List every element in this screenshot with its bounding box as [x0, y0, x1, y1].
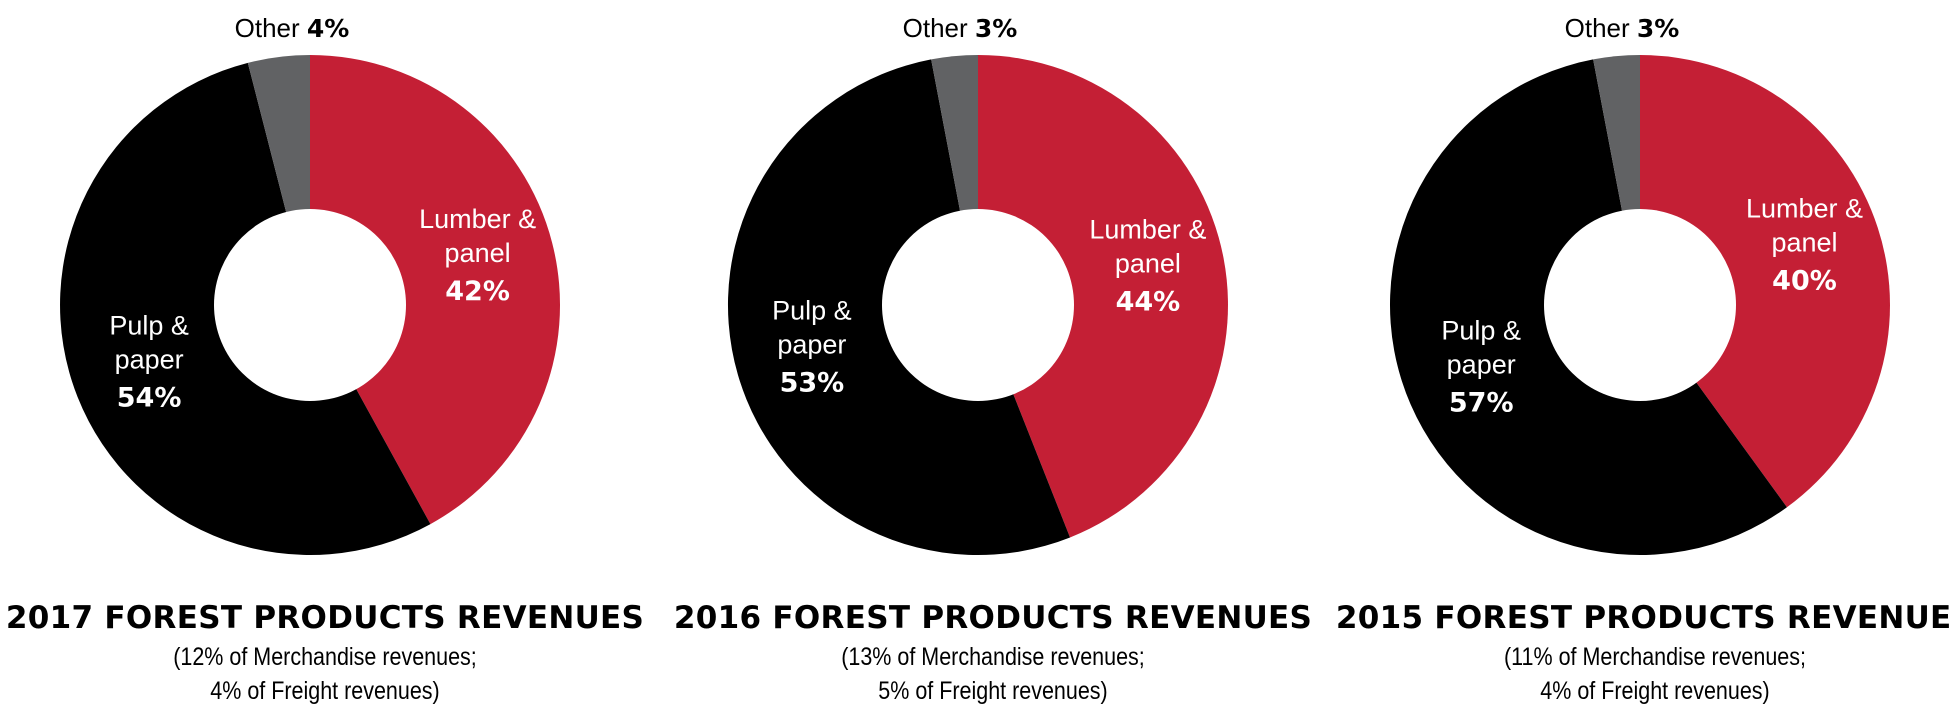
- pie-slice: [978, 55, 1228, 538]
- donut-chart-panel: Lumber & panel 40% Pulp & paper 57% Other 3% 20…: [1330, 0, 1951, 713]
- chart-title: 2017 FOREST PRODUCTS REVENUES: [5, 600, 645, 636]
- slice-label: panel: [445, 238, 511, 268]
- donut-chart: Lumber & panel 44% Pulp & paper 53% Other 3%: [727, 13, 1228, 556]
- donut-hole: [214, 209, 406, 401]
- slice-label: Pulp &: [772, 295, 852, 325]
- chart-subtitle-line: 5% of Freight revenues): [878, 677, 1108, 705]
- slice-label-other: Other 4%: [235, 13, 350, 43]
- donut-chart-panel: Lumber & panel 42% Pulp & paper 54% Other 4% 20…: [0, 0, 650, 713]
- slice-label: Pulp &: [109, 311, 189, 341]
- donut-chart-panel: Lumber & panel 44% Pulp & paper 53% Other 3% 20…: [668, 0, 1318, 713]
- chart-subtitle-line: (11% of Merchandise revenues;: [1504, 643, 1806, 671]
- donut-hole: [1544, 209, 1736, 401]
- chart-subtitle-line: 4% of Freight revenues): [1540, 677, 1770, 705]
- slice-label: paper: [777, 329, 846, 359]
- donut-chart: Lumber & panel 42% Pulp & paper 54% Other 4%: [60, 13, 561, 555]
- slice-value-label: 57%: [1449, 388, 1514, 419]
- slice-value-label: 42%: [445, 276, 510, 307]
- slice-label: Lumber &: [1746, 194, 1863, 224]
- chart-subtitle-line: (13% of Merchandise revenues;: [841, 643, 1145, 671]
- slice-value-label: 53%: [780, 367, 845, 398]
- slice-label: Lumber &: [419, 204, 536, 234]
- chart-title: 2015 FOREST PRODUCTS REVENUES: [1335, 600, 1951, 636]
- slice-label: Lumber &: [1089, 215, 1206, 245]
- slice-label: paper: [115, 345, 184, 375]
- slice-label: paper: [1447, 350, 1516, 380]
- chart-subtitle-line: 4% of Freight revenues): [210, 677, 440, 705]
- pie-slice: [310, 55, 561, 525]
- slice-value-label: 40%: [1772, 266, 1837, 297]
- slice-label: panel: [1771, 228, 1837, 258]
- donut-chart: Lumber & panel 40% Pulp & paper 57% Other 3%: [1389, 13, 1890, 556]
- slice-label-other: Other 3%: [1565, 13, 1680, 43]
- chart-title: 2016 FOREST PRODUCTS REVENUES: [673, 600, 1313, 636]
- slice-label-other: Other 3%: [903, 13, 1018, 43]
- slice-label: panel: [1115, 249, 1181, 279]
- chart-subtitle-line: (12% of Merchandise revenues;: [173, 643, 477, 671]
- pie-slice: [1640, 55, 1890, 508]
- slice-label: Pulp &: [1441, 316, 1521, 346]
- donut-hole: [882, 209, 1074, 401]
- slice-value-label: 54%: [117, 383, 182, 414]
- slice-value-label: 44%: [1116, 287, 1181, 318]
